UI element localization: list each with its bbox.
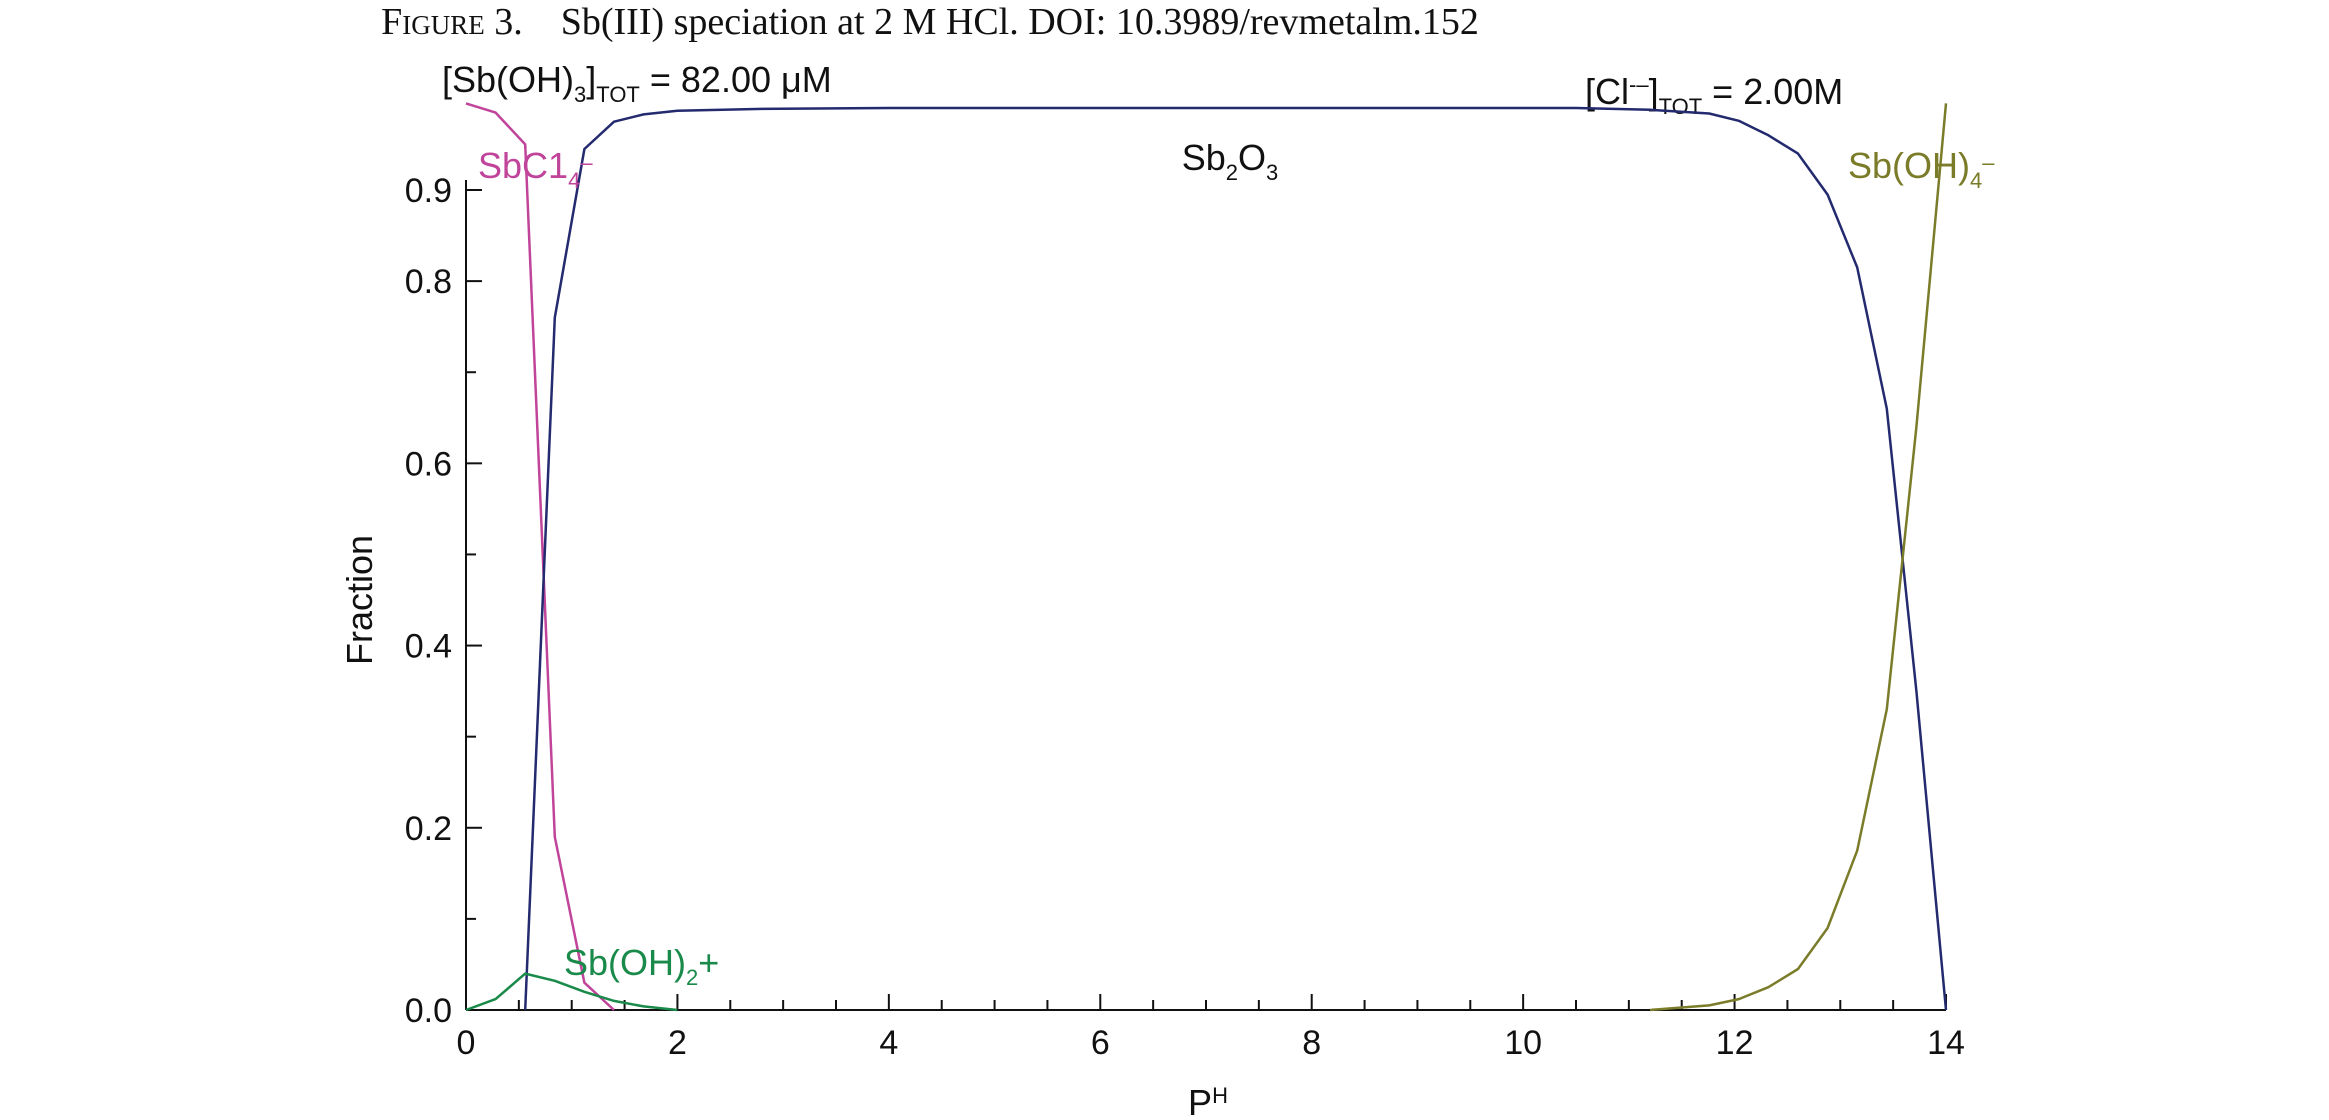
sb-total-annotation: [Sb(OH)3]TOT = 82.00 μM	[442, 59, 832, 107]
y-tick-label: 0.9	[405, 172, 452, 210]
series-label-3: Sb(OH)2+	[564, 942, 719, 990]
series-line-2	[1649, 103, 1948, 1012]
series-label-2: Sb(OH)4–	[1848, 145, 1995, 193]
y-tick-label: 0.0	[405, 992, 452, 1030]
axes: 0 2 4 6 8 10 12 14 0.0 0.2 0.4 0.6 0.8 0.9	[405, 172, 1965, 1062]
x-axis-label: PH	[1188, 1082, 1228, 1120]
y-tick-label: 0.8	[405, 263, 452, 301]
y-axis-label: Fraction	[339, 535, 380, 665]
x-tick-label: 0	[457, 1024, 476, 1062]
figure-title: Figure 3. Sb(III) speciation at 2 M HCl.…	[0, 0, 1860, 44]
x-tick-label: 12	[1716, 1024, 1754, 1062]
x-tick-label: 4	[879, 1024, 898, 1062]
series-labels: SbC14– Sb2O3 Sb(OH)4– Sb(OH)2+	[478, 137, 1995, 990]
x-tick-label: 8	[1302, 1024, 1321, 1062]
series-lines	[465, 102, 1948, 1012]
series-line-0	[465, 102, 615, 1011]
y-tick-label: 0.6	[405, 445, 452, 483]
series-label-0: SbC14–	[478, 145, 593, 193]
series-label-1: Sb2O3	[1182, 137, 1279, 185]
x-tick-label: 6	[1091, 1024, 1110, 1062]
y-tick-label: 0.2	[405, 810, 452, 848]
y-tick-label: 0.4	[405, 628, 452, 666]
x-tick-label: 2	[668, 1024, 687, 1062]
x-tick-label: 14	[1927, 1024, 1965, 1062]
figure-label: Figure 3.	[381, 1, 523, 43]
series-line-1	[523, 106, 1948, 1011]
cl-total-annotation: [Cl-–]TOT = 2.00M	[1585, 71, 1843, 119]
series-line-3	[465, 972, 678, 1012]
x-tick-label: 10	[1504, 1024, 1542, 1062]
figure-caption: Sb(III) speciation at 2 M HCl. DOI: 10.3…	[560, 1, 1479, 43]
